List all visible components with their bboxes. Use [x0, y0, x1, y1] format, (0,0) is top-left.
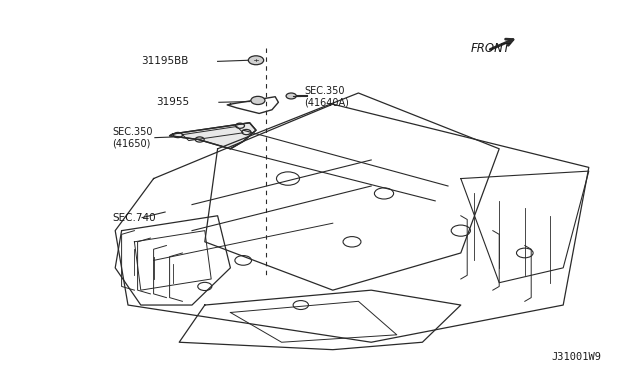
Text: FRONT: FRONT	[470, 42, 511, 55]
Polygon shape	[170, 123, 256, 149]
Circle shape	[286, 93, 296, 99]
Text: SEC.350
(41640A): SEC.350 (41640A)	[304, 86, 349, 108]
Circle shape	[248, 56, 264, 65]
Text: 31955: 31955	[156, 97, 189, 107]
Circle shape	[251, 96, 265, 105]
Text: SEC.740: SEC.740	[112, 213, 156, 222]
Text: 31195BB: 31195BB	[141, 57, 189, 66]
Text: J31001W9: J31001W9	[552, 352, 602, 362]
Text: SEC.350
(41650): SEC.350 (41650)	[112, 127, 152, 148]
